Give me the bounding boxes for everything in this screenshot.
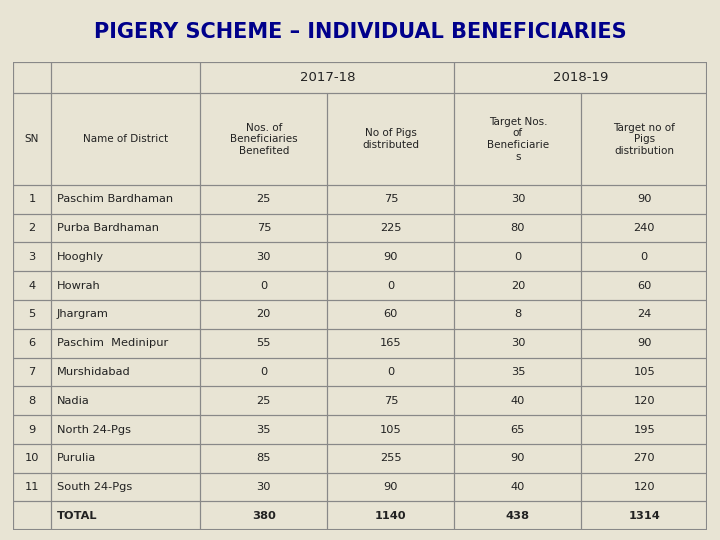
Text: 60: 60	[384, 309, 398, 319]
Text: Nadia: Nadia	[57, 396, 89, 406]
Text: 0: 0	[387, 367, 395, 377]
Text: TOTAL: TOTAL	[57, 511, 97, 521]
Text: 3: 3	[28, 252, 36, 262]
Text: Paschim Bardhaman: Paschim Bardhaman	[57, 194, 173, 204]
Text: 438: 438	[506, 511, 530, 521]
Text: Purulia: Purulia	[57, 453, 96, 463]
Text: Target no of
Pigs
distribution: Target no of Pigs distribution	[613, 123, 675, 156]
Text: 35: 35	[256, 424, 271, 435]
Text: 90: 90	[637, 194, 652, 204]
Text: 9: 9	[28, 424, 36, 435]
Text: 35: 35	[510, 367, 525, 377]
Text: 1: 1	[28, 194, 36, 204]
Text: 0: 0	[387, 281, 395, 291]
Text: 55: 55	[256, 338, 271, 348]
Text: 4: 4	[29, 281, 35, 291]
Text: Paschim  Medinipur: Paschim Medinipur	[57, 338, 168, 348]
Text: 24: 24	[637, 309, 652, 319]
Text: Nos. of
Beneficiaries
Benefited: Nos. of Beneficiaries Benefited	[230, 123, 297, 156]
Text: 30: 30	[256, 482, 271, 492]
Text: 0: 0	[260, 367, 268, 377]
Text: 120: 120	[634, 482, 655, 492]
Text: 2017-18: 2017-18	[300, 71, 355, 84]
Text: 380: 380	[252, 511, 276, 521]
Text: No of Pigs
distributed: No of Pigs distributed	[362, 129, 419, 150]
Text: 10: 10	[24, 453, 40, 463]
Text: 80: 80	[510, 223, 525, 233]
Text: 2018-19: 2018-19	[553, 71, 608, 84]
Text: Hooghly: Hooghly	[57, 252, 104, 262]
Text: 2: 2	[29, 223, 35, 233]
Text: 20: 20	[257, 309, 271, 319]
Text: 120: 120	[634, 396, 655, 406]
Text: 90: 90	[637, 338, 652, 348]
Text: 8: 8	[514, 309, 521, 319]
Text: 11: 11	[24, 482, 40, 492]
Text: 85: 85	[256, 453, 271, 463]
Text: 7: 7	[28, 367, 36, 377]
Text: 90: 90	[384, 252, 398, 262]
Text: 8: 8	[28, 396, 36, 406]
Text: 25: 25	[257, 194, 271, 204]
Text: 90: 90	[384, 482, 398, 492]
Text: 75: 75	[256, 223, 271, 233]
Text: 255: 255	[380, 453, 402, 463]
Text: 240: 240	[634, 223, 655, 233]
Text: 195: 195	[634, 424, 655, 435]
Text: Name of District: Name of District	[84, 134, 168, 144]
Text: 65: 65	[510, 424, 525, 435]
Text: 1314: 1314	[629, 511, 660, 521]
Text: 165: 165	[380, 338, 402, 348]
Text: 1140: 1140	[375, 511, 407, 521]
Text: 0: 0	[260, 281, 268, 291]
Text: 225: 225	[380, 223, 402, 233]
Text: 60: 60	[637, 281, 652, 291]
Text: 270: 270	[634, 453, 655, 463]
Text: 75: 75	[384, 194, 398, 204]
Text: 105: 105	[634, 367, 655, 377]
Text: 0: 0	[514, 252, 521, 262]
Text: 105: 105	[380, 424, 402, 435]
Text: 0: 0	[641, 252, 648, 262]
Text: Target Nos.
of
Beneficiarie
s: Target Nos. of Beneficiarie s	[487, 117, 549, 161]
Text: SN: SN	[25, 134, 39, 144]
Text: 75: 75	[384, 396, 398, 406]
Text: 40: 40	[510, 482, 525, 492]
Text: 30: 30	[510, 338, 525, 348]
Text: 30: 30	[510, 194, 525, 204]
Text: 30: 30	[256, 252, 271, 262]
Text: Jhargram: Jhargram	[57, 309, 109, 319]
Text: 5: 5	[28, 309, 36, 319]
Text: 25: 25	[257, 396, 271, 406]
Text: 6: 6	[29, 338, 35, 348]
Text: Murshidabad: Murshidabad	[57, 367, 130, 377]
Text: Howrah: Howrah	[57, 281, 100, 291]
Text: Purba Bardhaman: Purba Bardhaman	[57, 223, 158, 233]
Text: 90: 90	[510, 453, 525, 463]
Text: PIGERY SCHEME – INDIVIDUAL BENEFICIARIES: PIGERY SCHEME – INDIVIDUAL BENEFICIARIES	[94, 22, 626, 42]
Text: North 24-Pgs: North 24-Pgs	[57, 424, 131, 435]
Text: South 24-Pgs: South 24-Pgs	[57, 482, 132, 492]
Text: 20: 20	[510, 281, 525, 291]
Text: 40: 40	[510, 396, 525, 406]
